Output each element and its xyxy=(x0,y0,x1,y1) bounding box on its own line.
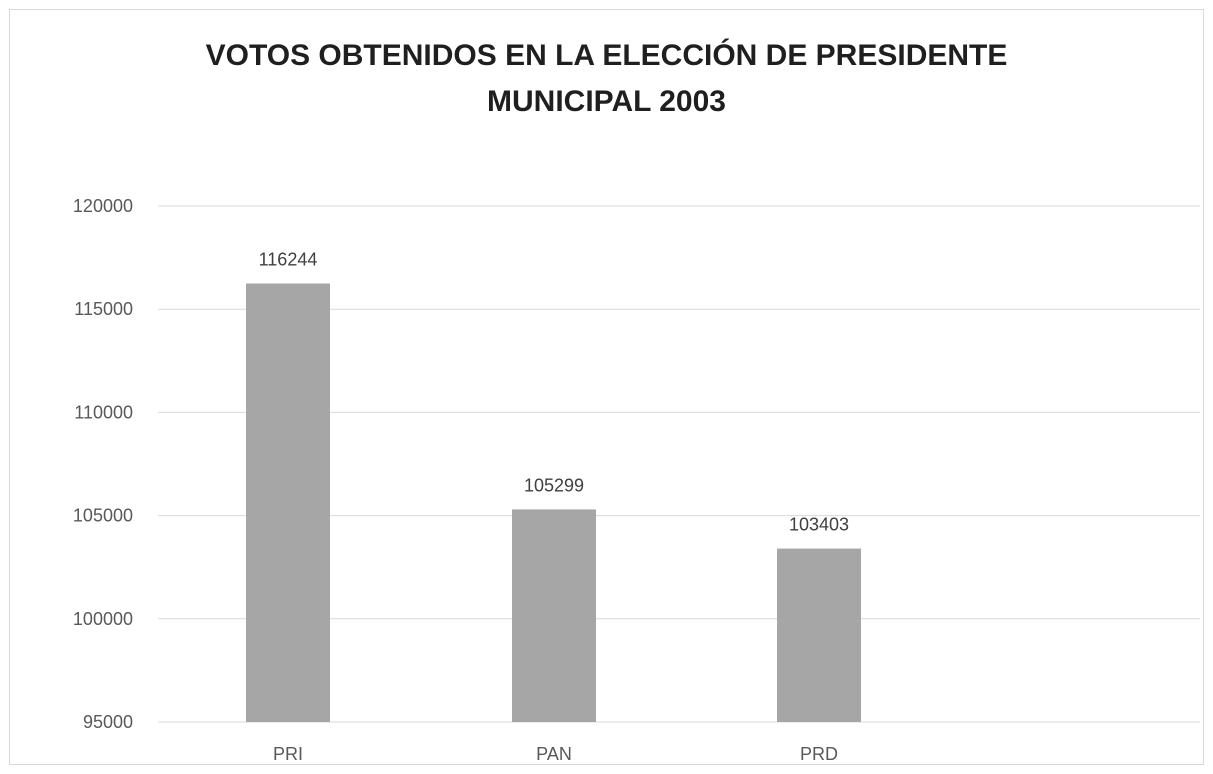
bar-prd xyxy=(777,548,861,722)
data-label-pan: 105299 xyxy=(524,475,584,495)
x-tick-label-pri: PRI xyxy=(273,744,303,764)
data-label-prd: 103403 xyxy=(789,515,849,535)
chart-frame xyxy=(9,9,1204,765)
y-tick-label: 115000 xyxy=(74,299,133,319)
y-tick-label: 110000 xyxy=(74,402,133,422)
bar-pan xyxy=(512,509,596,722)
bar-pri xyxy=(246,283,330,722)
y-tick-label: 95000 xyxy=(83,712,133,732)
chart-title-line-2: MUNICIPAL 2003 xyxy=(487,85,726,118)
x-tick-label-pan: PAN xyxy=(536,744,572,764)
y-tick-label: 105000 xyxy=(73,506,133,526)
chart-title-line-1: VOTOS OBTENIDOS EN LA ELECCIÓN DE PRESID… xyxy=(205,39,1008,72)
x-tick-label-prd: PRD xyxy=(800,744,838,764)
y-tick-label: 120000 xyxy=(73,196,133,216)
y-tick-label: 100000 xyxy=(73,609,133,629)
data-label-pri: 116244 xyxy=(259,250,318,270)
